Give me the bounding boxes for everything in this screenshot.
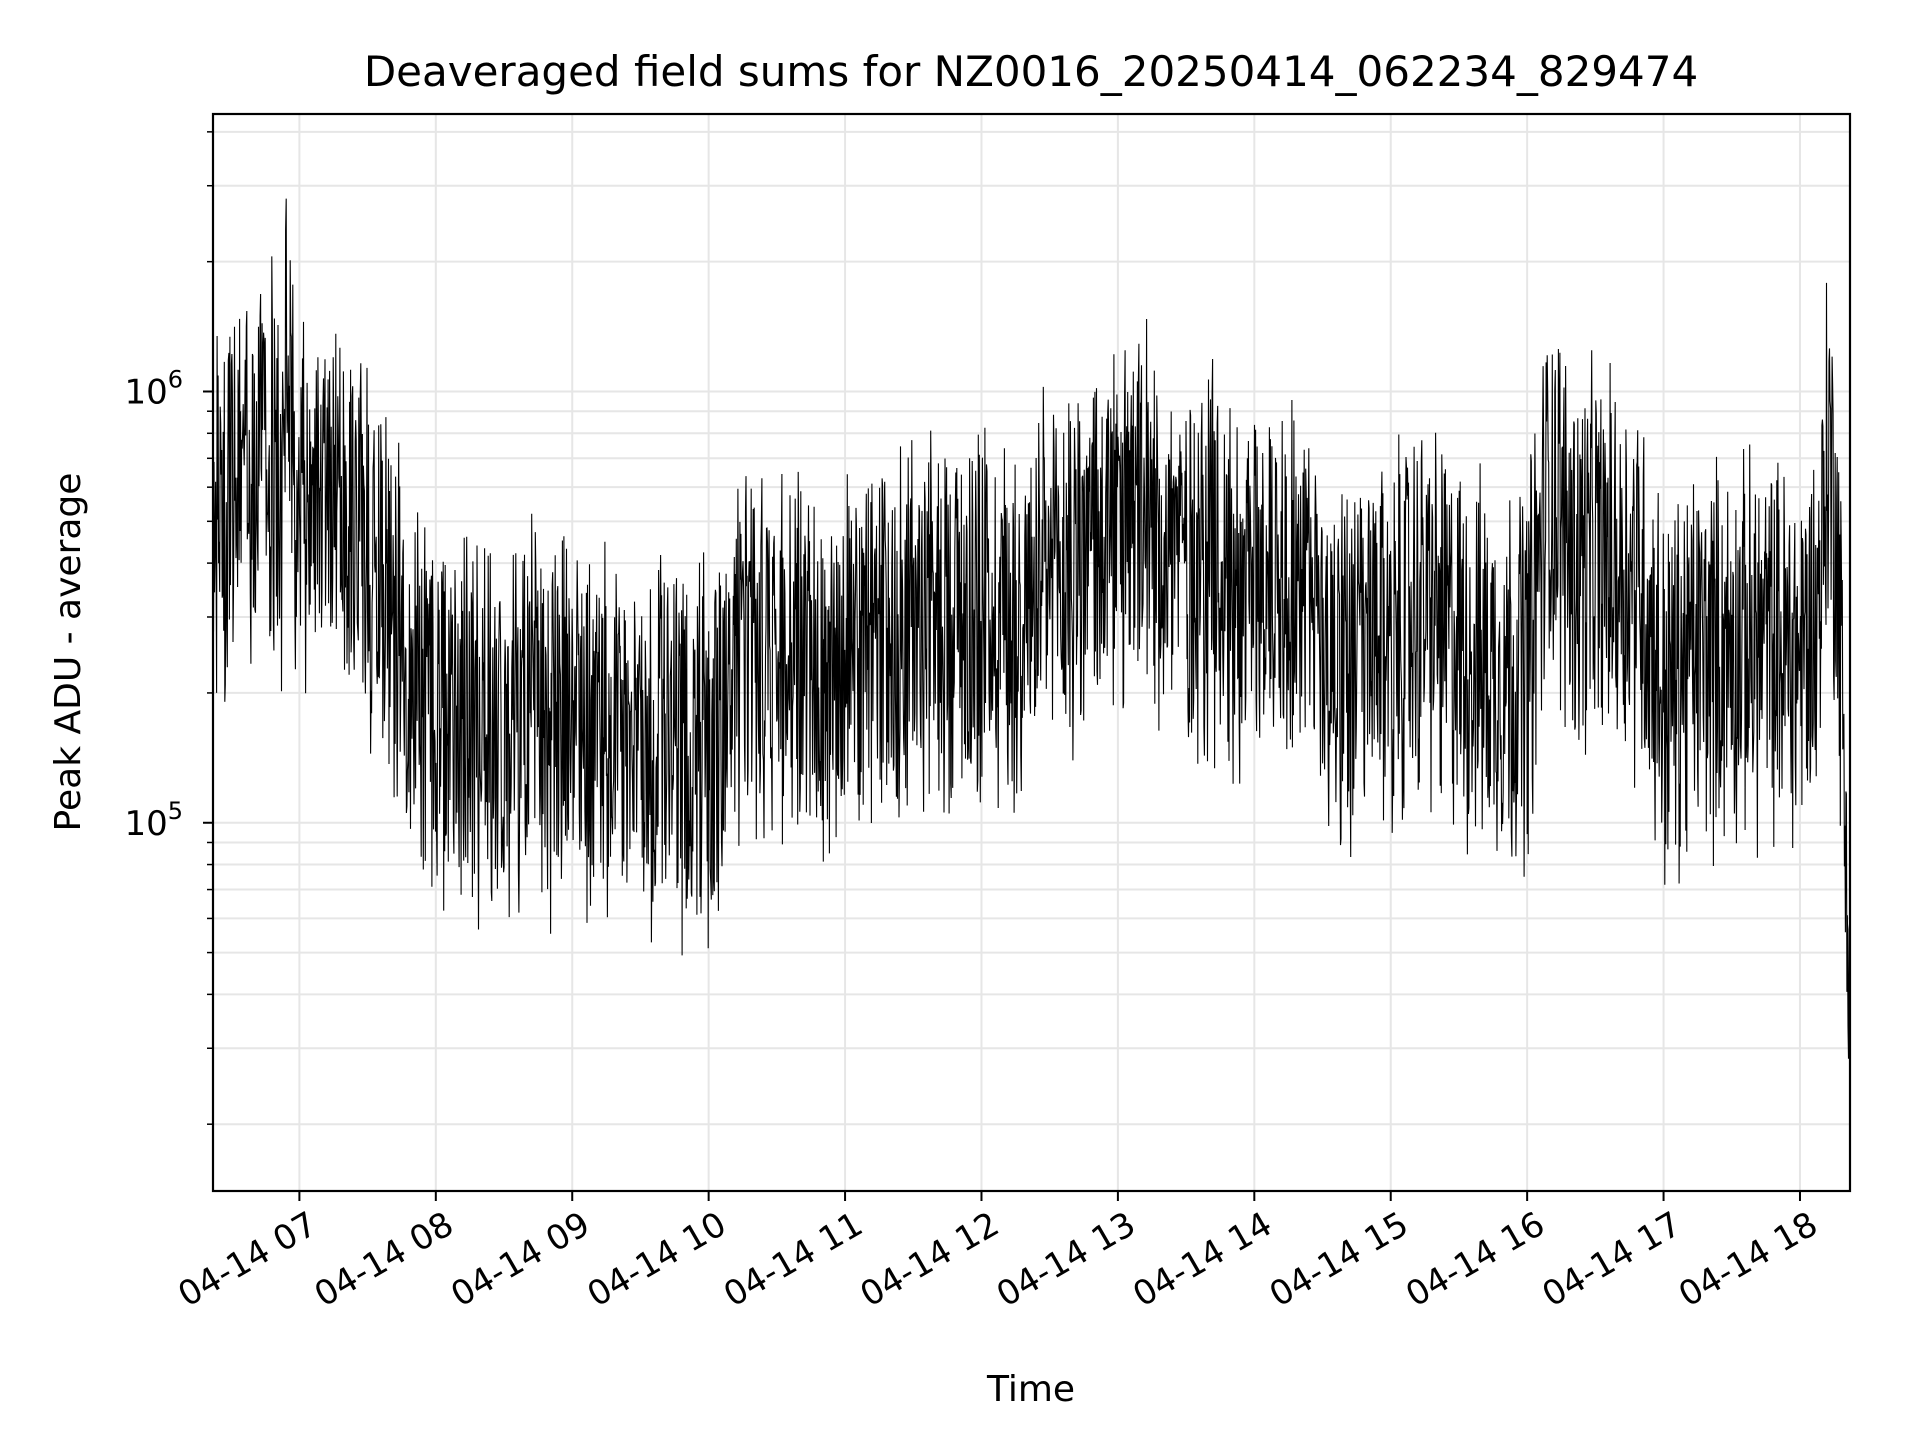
plot-frame	[211, 112, 1852, 1193]
y-axis-label: Peak ADU - average	[48, 473, 89, 832]
y-tick-label: 105	[124, 797, 183, 844]
x-axis-label: Time	[986, 1369, 1075, 1410]
data-series	[212, 198, 1851, 1059]
chart-title: Deaveraged field sums for NZ0016_2025041…	[364, 47, 1698, 96]
series-line	[212, 198, 1851, 1059]
y-tick-label: 106	[124, 365, 183, 412]
